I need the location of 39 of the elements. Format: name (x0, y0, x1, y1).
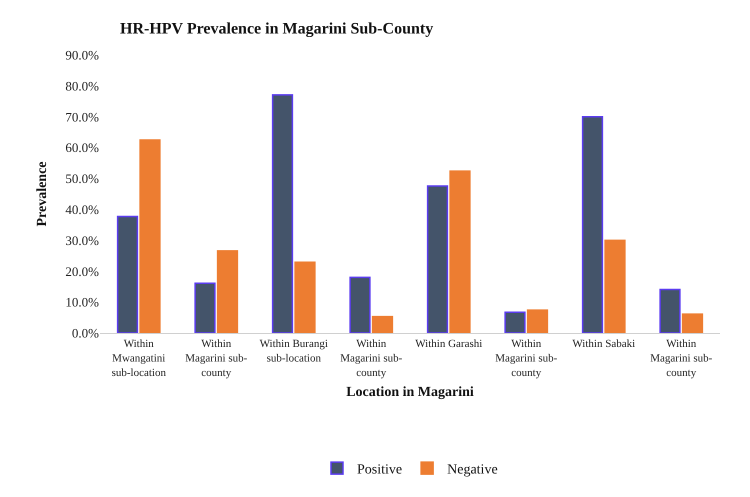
y-tick-label: 30.0% (65, 232, 100, 248)
x-tick-label: Within Sabaki (572, 338, 636, 350)
y-tick-label: 20.0% (65, 264, 100, 279)
bar (682, 313, 704, 333)
x-tick-label: Within Mwangatini sub-location (112, 338, 166, 379)
y-tick-label: 40.0% (65, 202, 100, 217)
chart-title: HR-HPV Prevalence in Magarini Sub-County (120, 20, 434, 38)
bar (426, 185, 448, 333)
bar (659, 288, 681, 333)
legend-label: Positive (357, 462, 402, 478)
bar (582, 116, 604, 333)
legend-label: Negative (447, 462, 498, 478)
bar (504, 312, 526, 333)
x-tick-label: Within Garashi (415, 338, 482, 350)
x-axis-title: Location in Magarini (346, 385, 474, 400)
bar (139, 139, 161, 333)
x-tick-label: Within Magarini sub- county (495, 338, 558, 379)
bar (116, 216, 138, 333)
bar (272, 94, 294, 333)
x-tick-label: Within Burangi sub-location (260, 338, 328, 364)
x-tick-label: Within Magarini sub- county (185, 338, 248, 379)
bar (449, 170, 471, 333)
y-tick-label: 70.0% (65, 109, 100, 124)
bar (294, 262, 316, 333)
bar (372, 316, 394, 333)
y-tick-label: 10.0% (65, 294, 100, 310)
bar (194, 282, 216, 333)
y-tick-label: 90.0% (65, 48, 100, 63)
bar (349, 276, 371, 333)
y-tick-label: 50.0% (65, 171, 100, 186)
y-tick-label: 60.0% (65, 140, 100, 156)
bar (604, 240, 626, 333)
y-tick-label: 0.0% (72, 326, 100, 341)
bar (526, 309, 548, 333)
x-tick-label: Within Magarini sub- county (340, 338, 403, 379)
y-tick-label: 80.0% (65, 78, 100, 94)
bar (216, 250, 238, 333)
x-tick-label: Within Magarini sub- county (650, 338, 713, 379)
y-axis-title: Prevalence (35, 161, 50, 227)
